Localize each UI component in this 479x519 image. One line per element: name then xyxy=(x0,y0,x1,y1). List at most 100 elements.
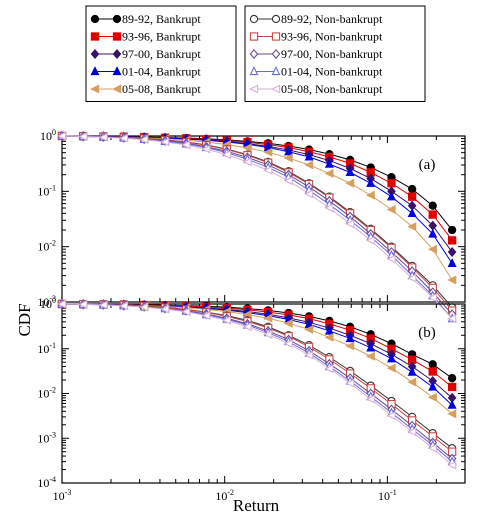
data-point xyxy=(221,150,231,160)
data-point xyxy=(365,394,375,404)
series-93-96-bankrupt xyxy=(57,131,457,245)
legend-entry: 93-96, Bankrupt xyxy=(122,30,201,44)
series-89-92-bankrupt xyxy=(57,131,457,235)
data-point xyxy=(304,151,314,161)
data-point xyxy=(98,300,108,310)
series-line xyxy=(61,303,453,453)
data-point xyxy=(386,254,396,264)
data-point xyxy=(283,339,293,349)
data-point xyxy=(365,190,375,200)
y-tick-label: 10-3 xyxy=(37,294,56,309)
series-97-00-non-bankrupt xyxy=(57,130,457,320)
data-point xyxy=(98,132,108,142)
legend-non-bankrupt: 89-92, Non-bankrupt 93-96, Non-bankrupt 97… xyxy=(244,5,426,102)
data-point xyxy=(428,360,437,369)
data-point xyxy=(447,382,457,392)
data-point xyxy=(284,146,294,156)
legend-marker xyxy=(90,66,100,76)
data-point xyxy=(242,143,252,153)
legend-entry: 05-08, Bankrupt xyxy=(122,82,201,96)
data-point xyxy=(407,222,417,232)
series-05-08-bankrupt xyxy=(57,299,457,419)
data-point xyxy=(365,235,375,245)
data-point xyxy=(407,377,417,387)
data-point xyxy=(283,176,293,186)
legend-entry: 05-08, Non-bankrupt xyxy=(281,82,383,96)
series-line xyxy=(61,303,453,449)
data-point xyxy=(408,184,417,194)
data-point xyxy=(345,341,355,351)
series-01-04-bankrupt xyxy=(57,130,457,267)
series-93-96-non-bankrupt xyxy=(57,131,457,315)
series-05-08-bankrupt xyxy=(57,131,457,285)
data-point xyxy=(447,460,457,470)
series-05-08-non-bankrupt xyxy=(57,131,457,324)
series-89-92-non-bankrupt xyxy=(57,131,457,312)
legend-marker xyxy=(271,14,281,24)
data-point xyxy=(447,399,457,409)
y-tick-label: 10-2 xyxy=(37,386,56,401)
legend-marker xyxy=(249,66,259,76)
legend-marker xyxy=(112,84,122,94)
y-axis-label: CDF xyxy=(15,303,34,336)
data-point xyxy=(119,301,129,311)
legend-entry: 97-00, Bankrupt xyxy=(122,47,201,61)
legend-marker xyxy=(112,66,122,76)
y-tick-label: 10-4 xyxy=(37,475,56,490)
data-point xyxy=(408,192,417,201)
data-point xyxy=(119,133,129,143)
data-point xyxy=(428,228,438,238)
legend-marker xyxy=(90,32,100,41)
legend-marker xyxy=(249,14,259,24)
legend-marker xyxy=(112,32,122,41)
data-point xyxy=(242,322,252,332)
data-point xyxy=(447,246,457,258)
legend-marker xyxy=(90,84,100,94)
data-point xyxy=(242,157,252,167)
legend-marker xyxy=(271,84,281,94)
series-05-08-non-bankrupt xyxy=(57,299,457,470)
data-point xyxy=(427,293,437,303)
legend-marker xyxy=(271,66,281,76)
legend-entry: 89-92, Non-bankrupt xyxy=(281,12,383,26)
data-point xyxy=(407,427,417,437)
data-point xyxy=(345,333,355,343)
data-point xyxy=(201,311,211,321)
y-tick-label: 100 xyxy=(40,296,56,311)
data-point xyxy=(447,236,457,245)
data-point xyxy=(447,225,457,235)
data-point xyxy=(428,210,437,219)
panel-a: 100 10-1 10-2 10-3 (a) xyxy=(37,128,466,324)
data-point xyxy=(427,443,437,453)
data-point xyxy=(181,307,191,317)
legend-marker xyxy=(249,32,259,41)
data-point xyxy=(447,275,457,285)
series-89-92-non-bankrupt xyxy=(57,299,457,453)
plot-frame xyxy=(61,135,466,303)
legend-entry: 93-96, Non-bankrupt xyxy=(281,30,383,44)
legend-entry: 01-04, Non-bankrupt xyxy=(281,65,383,79)
data-point xyxy=(304,160,314,170)
data-point xyxy=(324,169,334,178)
data-point xyxy=(407,273,417,283)
data-point xyxy=(324,332,334,342)
legend-marker xyxy=(90,14,100,24)
data-point xyxy=(324,158,334,168)
panel-label: (b) xyxy=(418,325,436,341)
x-tick-label: 10-3 xyxy=(53,488,72,503)
series-97-00-bankrupt xyxy=(57,130,457,258)
x-tick-label: 10-2 xyxy=(215,488,234,503)
data-point xyxy=(407,366,417,376)
data-point xyxy=(447,257,457,267)
data-point xyxy=(304,324,314,334)
data-point xyxy=(386,204,396,214)
data-point xyxy=(387,353,396,363)
data-point xyxy=(283,153,293,163)
legend-entry: 01-04, Bankrupt xyxy=(122,65,201,79)
data-point xyxy=(263,147,273,157)
legend-marker xyxy=(249,48,259,60)
data-point xyxy=(324,364,334,374)
data-point xyxy=(324,203,334,213)
data-point xyxy=(365,351,375,361)
